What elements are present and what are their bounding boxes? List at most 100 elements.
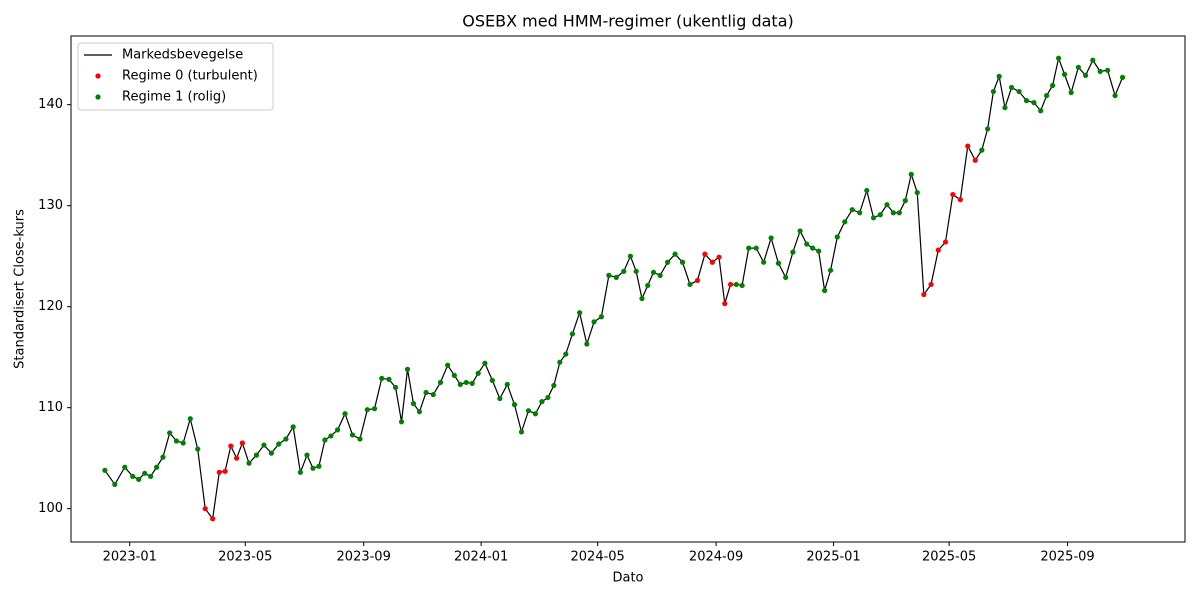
plot-frame <box>70 35 1186 543</box>
chart-title: OSEBX med HMM-regimer (ukentlig data) <box>462 12 793 31</box>
regime-point <box>702 251 708 257</box>
regime-point <box>694 277 701 284</box>
legend-label: Markedsbevegelse <box>122 48 243 63</box>
regime-point <box>584 341 590 347</box>
regime-point <box>1068 89 1074 96</box>
regime-point <box>1061 71 1068 77</box>
regime-point <box>733 281 739 288</box>
regime-point <box>591 319 597 325</box>
regime-point <box>525 408 532 414</box>
regime-point <box>972 157 978 163</box>
regime-point <box>914 189 920 196</box>
regime-point <box>423 389 429 396</box>
regime-point <box>539 399 545 405</box>
regime-point <box>142 470 148 476</box>
regime-point <box>475 370 481 376</box>
regime-point <box>532 411 539 417</box>
x-tick-label: 2023-01 <box>103 550 157 565</box>
regime-point <box>246 460 252 466</box>
regime-point <box>908 171 914 177</box>
regime-point <box>679 259 686 265</box>
regime-point <box>746 245 752 251</box>
regime-point <box>234 455 240 461</box>
regime-point <box>822 287 828 294</box>
x-tick-label: 2024-05 <box>571 550 625 565</box>
regime-point <box>283 436 289 442</box>
regime-point <box>398 419 405 425</box>
y-tick-label: 100 <box>38 501 63 516</box>
regime-point <box>1016 88 1022 95</box>
regime-point <box>979 147 985 153</box>
regime-point <box>598 314 605 320</box>
regime-point <box>102 467 108 473</box>
regime-point <box>1008 84 1015 91</box>
legend-label: Regime 1 (rolig) <box>122 90 226 105</box>
regime-point <box>379 375 385 381</box>
regime-point <box>687 281 693 288</box>
regime-point <box>621 268 627 274</box>
regime-point <box>996 73 1002 79</box>
regime-point <box>1082 72 1089 78</box>
regime-point <box>1050 82 1056 89</box>
regime-point <box>342 411 348 417</box>
regime-point <box>577 310 583 316</box>
regime-point <box>709 259 715 265</box>
regime-point <box>416 409 423 415</box>
regime-point <box>613 274 619 280</box>
regime-point <box>437 379 444 386</box>
regime-point <box>160 454 166 460</box>
regime-point <box>310 465 316 471</box>
regime-point <box>842 219 848 225</box>
regime-point <box>1031 100 1037 106</box>
regime-point <box>545 394 551 401</box>
y-tick-label: 110 <box>38 400 63 415</box>
regime-point <box>985 126 991 132</box>
legend-marker <box>95 73 101 79</box>
regime-point <box>148 473 154 479</box>
x-tick-label: 2023-09 <box>337 550 391 565</box>
regime-point <box>551 382 557 389</box>
regime-point <box>827 267 834 273</box>
regime-point <box>187 416 193 422</box>
regime-point <box>965 143 971 149</box>
regime-point <box>957 197 963 203</box>
regime-point <box>664 259 671 265</box>
regime-point <box>518 429 525 435</box>
regime-point <box>349 432 356 438</box>
y-tick-label: 140 <box>38 97 63 112</box>
regime-point <box>469 380 475 387</box>
regime-point <box>768 235 774 241</box>
x-tick-label: 2025-09 <box>1040 550 1094 565</box>
regime-point <box>290 424 296 430</box>
regime-point <box>334 427 341 433</box>
regime-point <box>463 379 469 386</box>
regime-point <box>1105 67 1111 73</box>
regime-point <box>1002 105 1008 111</box>
regime-point <box>657 272 663 278</box>
regime-point <box>950 191 956 198</box>
regime-point <box>1097 68 1103 74</box>
regime-point <box>834 234 840 240</box>
regime-point <box>392 384 399 391</box>
regime-point <box>457 381 463 388</box>
regime-point <box>228 443 234 449</box>
x-tick-label: 2025-01 <box>806 550 860 565</box>
regime-point <box>504 381 510 388</box>
regime-point <box>386 376 392 382</box>
regime-point <box>722 301 728 307</box>
regime-point <box>130 473 136 479</box>
legend-box <box>77 42 274 111</box>
regime-point <box>216 469 222 475</box>
x-tick-label: 2025-05 <box>922 550 976 565</box>
regime-point <box>511 402 518 408</box>
regime-point <box>633 268 639 274</box>
regime-point <box>371 406 378 412</box>
regime-point <box>884 202 890 208</box>
regime-point <box>239 440 245 446</box>
regime-point <box>328 433 334 439</box>
regime-point <box>810 245 816 251</box>
regime-point <box>775 260 782 266</box>
regime-point <box>210 516 216 522</box>
y-axis-label: Standardisert Close-kurs <box>13 209 28 369</box>
regime-point <box>797 228 803 234</box>
